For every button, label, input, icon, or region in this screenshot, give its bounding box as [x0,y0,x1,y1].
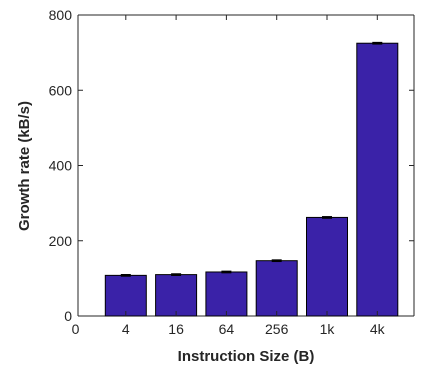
bar-1k [306,216,348,317]
bars-group [104,41,399,317]
bar-4 [104,274,147,317]
x-tick-label: 0 [72,321,80,337]
y-tick-label: 800 [49,7,73,23]
plot-area: 0 200 400 600 800 0 4 16 64 256 1k 4k [49,7,415,337]
bar-4k [356,42,399,317]
x-axis-title: Instruction Size (B) [178,348,315,365]
bar-64 [205,271,248,317]
x-tick-label: 1k [320,321,336,337]
x-tick-label: 16 [168,321,184,337]
y-tick-label: 200 [49,233,73,249]
bar-16 [155,274,198,317]
x-tick-label: 64 [219,321,235,337]
x-tick-label: 4 [122,321,130,337]
x-tick-label: 256 [265,321,289,337]
y-tick-label: 0 [64,308,72,324]
bar-256 [255,260,298,317]
y-tick-label: 400 [49,158,73,174]
x-ticks-group: 0 4 16 64 256 1k 4k [72,15,386,337]
y-ticks-group: 0 200 400 600 800 [49,7,414,324]
y-axis-title: Growth rate (kB/s) [16,101,33,231]
y-tick-label: 600 [49,82,73,98]
x-tick-label: 4k [370,321,386,337]
